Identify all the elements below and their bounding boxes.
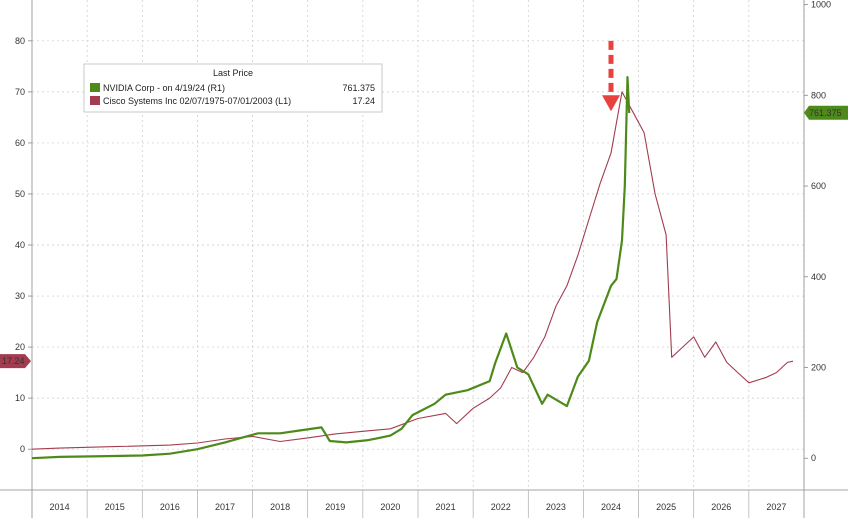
right-tick-label: 200 [811, 363, 826, 373]
legend-swatch-cisco [90, 96, 100, 105]
legend-label-nvidia: NVIDIA Corp - on 4/19/24 (R1) [103, 83, 225, 93]
x-tick-label: 2027 [766, 502, 786, 512]
right-last-value-badge: 761.375 [804, 105, 848, 120]
nvidia-line [31, 76, 631, 460]
legend-swatch-nvidia [90, 83, 100, 92]
series-lines [31, 76, 794, 460]
right-tick-label: 400 [811, 272, 826, 282]
x-tick-label: 2021 [436, 502, 456, 512]
right-tick-label: 0 [811, 453, 816, 463]
x-tick-label: 2018 [270, 502, 290, 512]
x-tick-label: 2019 [325, 502, 345, 512]
legend-value-nvidia: 761.375 [342, 83, 375, 93]
legend-box [83, 63, 383, 113]
x-tick-label: 2015 [105, 502, 125, 512]
x-tick-label: 2016 [160, 502, 180, 512]
left-tick-label: 40 [15, 240, 25, 250]
left-tick-label: 20 [15, 342, 25, 352]
legend-label-cisco: Cisco Systems Inc 02/07/1975-07/01/2003 … [103, 96, 291, 106]
x-tick-label: 2014 [50, 502, 70, 512]
left-badge-text: 17.24 [2, 356, 25, 366]
annotations [602, 40, 620, 112]
arrow-head [602, 95, 620, 112]
legend-value-cisco: 17.24 [352, 96, 375, 106]
legend-header: Last Price [213, 68, 253, 78]
last-value-badges: 17.24 761.375 [0, 105, 848, 369]
left-tick-label: 50 [15, 189, 25, 199]
left-tick-label: 10 [15, 393, 25, 403]
left-tick-label: 0 [20, 444, 25, 454]
left-tick-label: 30 [15, 291, 25, 301]
right-tick-label: 800 [811, 90, 826, 100]
right-tick-label: 1000 [811, 0, 831, 10]
x-tick-label: 2022 [491, 502, 511, 512]
x-tick-label: 2025 [656, 502, 676, 512]
x-tick-label: 2026 [711, 502, 731, 512]
left-last-value-badge: 17.24 [0, 354, 31, 369]
left-tick-label: 60 [15, 138, 25, 148]
right-badge-text: 761.375 [809, 108, 842, 118]
x-tick-label: 2017 [215, 502, 235, 512]
left-tick-label: 70 [15, 87, 25, 97]
right-badge-shape [804, 105, 848, 120]
x-tick-label: 2023 [546, 502, 566, 512]
cisco-line [31, 91, 794, 450]
left-tick-label: 80 [15, 36, 25, 46]
legend: Last Price NVIDIA Corp - on 4/19/24 (R1)… [83, 63, 383, 113]
right-tick-label: 600 [811, 181, 826, 191]
x-tick-label: 2024 [601, 502, 621, 512]
x-tick-label: 2020 [380, 502, 400, 512]
left-badge-shape [0, 354, 31, 369]
